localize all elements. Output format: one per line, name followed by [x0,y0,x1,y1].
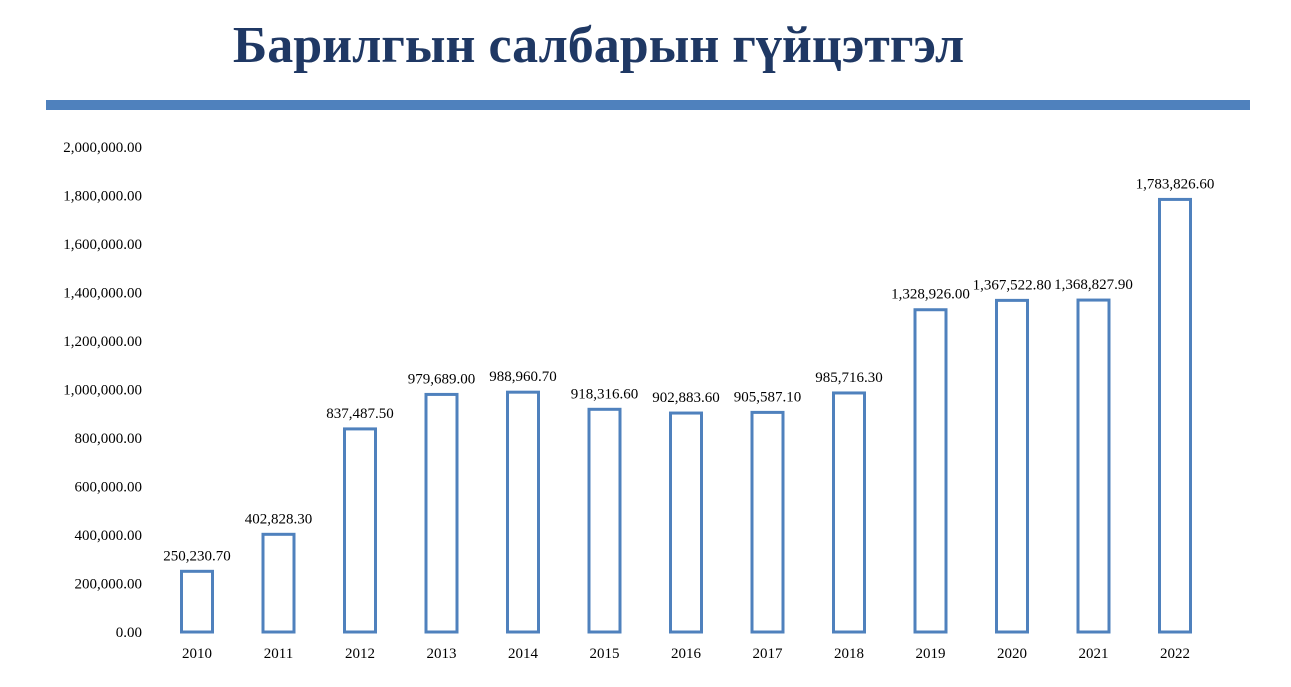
x-tick-label: 2014 [508,646,539,662]
data-label: 837,487.50 [326,406,394,422]
x-tick-label: 2012 [345,646,375,662]
x-tick-label: 2016 [671,646,702,662]
x-tick-label: 2011 [264,646,293,662]
x-tick-label: 2020 [997,646,1027,662]
x-tick-label: 2019 [916,646,946,662]
title-underline [46,100,1250,110]
data-label: 1,368,827.90 [1054,277,1133,293]
bars [180,197,1192,634]
bar [832,391,866,634]
y-tick-label: 600,000.00 [75,480,143,496]
data-label: 250,230.70 [163,548,231,564]
y-tick-label: 2,000,000.00 [63,140,142,156]
bar [424,392,459,634]
bar [995,298,1029,634]
data-label: 985,716.30 [815,370,883,386]
y-axis-ticks: 0.00 200,000.00 400,000.00 600,000.00 800,00… [63,140,142,641]
y-tick-label: 800,000.00 [75,431,143,447]
bar [506,390,540,634]
bar [180,569,214,634]
bar [1076,298,1111,634]
page-title: Барилгын салбарын гүйцэтгэл [232,17,965,74]
bar [261,532,296,634]
data-label: 902,883.60 [652,390,720,406]
bar [750,410,785,634]
x-tick-label: 2021 [1079,646,1109,662]
x-tick-label: 2013 [427,646,457,662]
x-tick-label: 2022 [1160,646,1190,662]
x-tick-label: 2010 [182,646,212,662]
data-label: 988,960.70 [489,369,557,385]
data-label: 1,328,926.00 [891,287,970,303]
bar [343,427,377,634]
x-tick-label: 2018 [834,646,864,662]
data-labels: 250,230.70 402,828.30 837,487.50 979,689.00… [163,176,1214,564]
y-tick-label: 400,000.00 [75,528,143,544]
bar [913,308,948,634]
y-tick-label: 0.00 [116,625,142,641]
data-label: 1,367,522.80 [973,277,1052,293]
data-label: 979,689.00 [408,371,476,387]
x-tick-label: 2015 [590,646,620,662]
bar [1158,197,1192,634]
data-label: 905,587.10 [734,389,802,405]
x-axis-ticks: 2010 2011 2012 2013 2014 2015 2016 2017 2018 2019… [182,646,1190,662]
data-label: 1,783,826.60 [1136,176,1215,192]
data-label: 918,316.60 [571,386,639,402]
y-tick-label: 1,000,000.00 [63,383,142,399]
data-label: 402,828.30 [245,511,313,527]
bar [587,407,622,634]
y-tick-label: 1,200,000.00 [63,334,142,350]
y-tick-label: 200,000.00 [75,577,143,593]
x-tick-label: 2017 [753,646,784,662]
y-tick-label: 1,600,000.00 [63,237,142,253]
bar [669,411,703,634]
y-tick-label: 1,400,000.00 [63,286,142,302]
y-tick-label: 1,800,000.00 [63,189,142,205]
